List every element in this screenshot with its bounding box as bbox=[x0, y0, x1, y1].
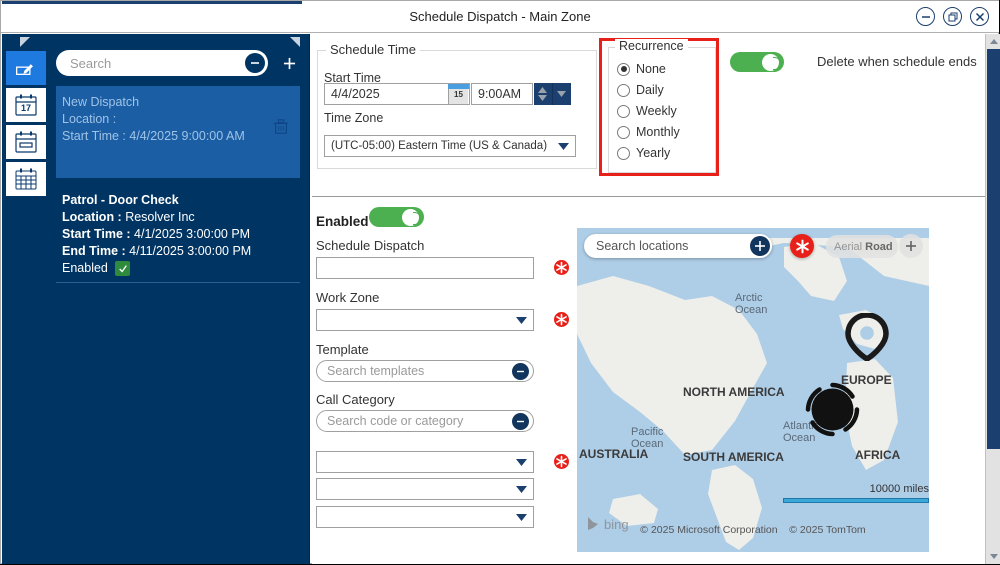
svg-text:17: 17 bbox=[21, 103, 31, 113]
